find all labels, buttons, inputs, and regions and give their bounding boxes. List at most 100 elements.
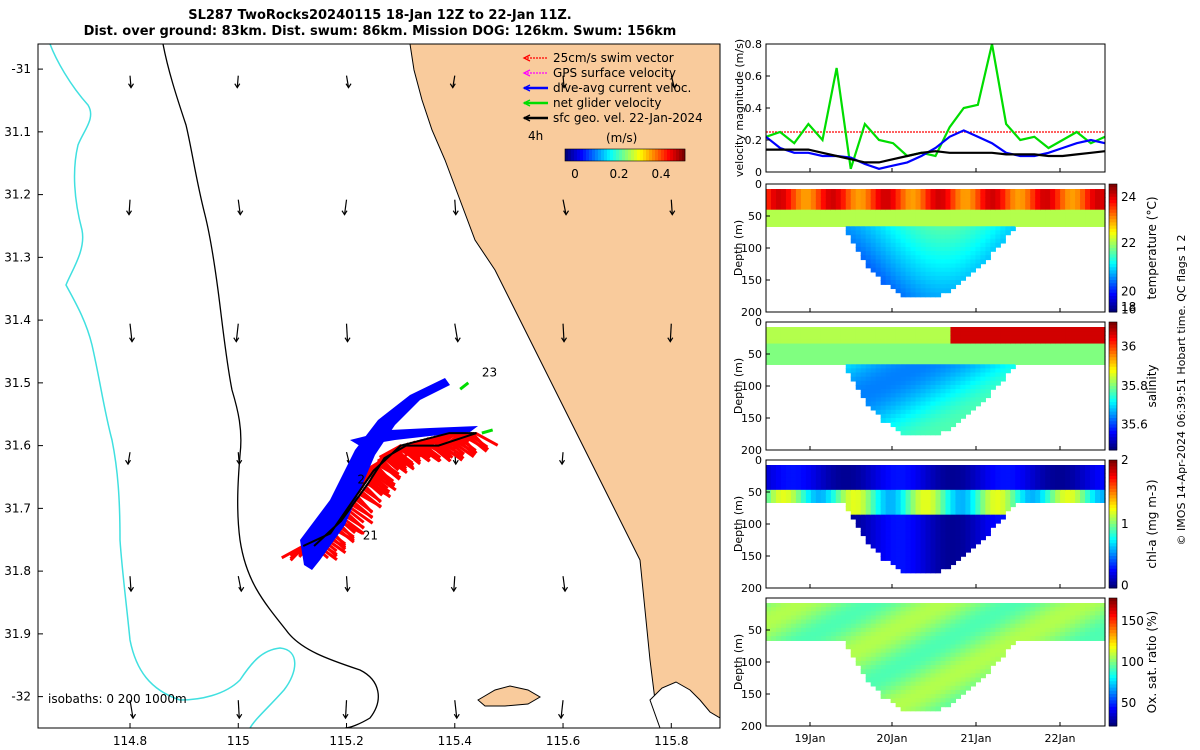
section-cell xyxy=(1100,615,1106,621)
section-cell xyxy=(945,405,952,411)
section-cell xyxy=(975,531,981,537)
section-cell xyxy=(795,607,802,613)
section-cell xyxy=(915,498,922,503)
colorbar-cell xyxy=(1109,562,1117,567)
section-cell xyxy=(875,481,882,487)
section-cell xyxy=(920,539,927,545)
colorbar-cell xyxy=(1109,658,1117,663)
section-cell xyxy=(930,292,937,298)
section-cell xyxy=(970,603,976,608)
section-cell xyxy=(850,485,857,491)
colorbar-cell xyxy=(1109,267,1117,271)
section-cell xyxy=(1005,636,1011,641)
section-cell xyxy=(865,209,872,215)
section-cell xyxy=(915,284,922,290)
section-cell xyxy=(1000,644,1006,650)
section-cell xyxy=(940,665,947,670)
section-cell xyxy=(1070,615,1076,621)
section-cell xyxy=(1055,603,1061,608)
section-cell xyxy=(895,514,902,520)
section-cell xyxy=(915,489,922,495)
section-cell xyxy=(860,648,867,654)
section-cell xyxy=(1095,473,1101,479)
section-cell xyxy=(905,539,912,545)
section-cell xyxy=(1030,339,1036,345)
section-cell xyxy=(865,380,872,386)
section-cell xyxy=(840,331,847,337)
section-cell xyxy=(920,603,927,608)
section-cell xyxy=(1025,623,1031,629)
section-cell xyxy=(865,506,872,512)
section-cell xyxy=(795,631,802,637)
section-cell xyxy=(975,197,981,203)
section-cell xyxy=(985,469,991,475)
section-cell xyxy=(980,489,986,495)
section-cell xyxy=(965,473,971,479)
section-cell xyxy=(860,465,867,470)
section-cell xyxy=(940,481,947,487)
section-cell xyxy=(960,242,967,248)
section-cell xyxy=(940,376,947,382)
section-cell xyxy=(860,339,867,345)
section-cell xyxy=(965,535,971,541)
section-cell xyxy=(905,493,912,499)
section-cell xyxy=(1015,209,1021,215)
section-cell xyxy=(965,510,971,516)
velocity-arrow-head xyxy=(342,713,349,720)
section-cell xyxy=(950,255,957,261)
section-cell xyxy=(935,706,942,712)
section-cell xyxy=(1000,331,1006,337)
colorbar-cell xyxy=(1109,184,1117,188)
section-cell xyxy=(825,465,832,470)
section-cell xyxy=(1065,477,1071,483)
section-cell xyxy=(950,685,957,691)
section-cell xyxy=(960,226,967,232)
section-cell xyxy=(880,611,887,617)
velocity-arrow-head xyxy=(129,337,136,343)
section-cell xyxy=(1070,493,1076,499)
section-cell xyxy=(930,251,937,256)
section-cell xyxy=(1055,189,1061,194)
section-cell xyxy=(935,485,942,491)
section-cell xyxy=(1015,189,1021,194)
section-cell xyxy=(960,685,967,691)
section-cell xyxy=(1040,355,1046,361)
section-cell xyxy=(905,397,912,403)
section-cell xyxy=(880,485,887,491)
colorbar-cell xyxy=(658,149,662,161)
section-cell xyxy=(1045,213,1051,219)
section-cell xyxy=(980,502,986,508)
section-cell xyxy=(875,376,882,382)
section-cell xyxy=(766,222,772,227)
velocity-arrow-head xyxy=(671,83,678,89)
section-cell xyxy=(955,473,962,479)
section-cell xyxy=(870,384,877,390)
section-cell xyxy=(925,539,932,545)
section-cell xyxy=(970,201,976,207)
colorbar-cell xyxy=(1109,649,1117,653)
section-cell xyxy=(1035,489,1041,495)
section-cell xyxy=(870,543,877,549)
section-cell xyxy=(875,401,882,407)
section-cell xyxy=(885,275,892,281)
section-cell xyxy=(990,648,996,654)
velocity-arrow-head xyxy=(345,83,352,89)
section-cell xyxy=(1065,355,1071,361)
section-cell xyxy=(770,627,777,633)
section-cell xyxy=(780,189,787,194)
section-cell xyxy=(1070,351,1076,357)
section-cell xyxy=(775,615,782,621)
section-cell xyxy=(830,335,837,341)
section-cell xyxy=(880,246,887,252)
section-cell xyxy=(1000,652,1006,658)
section-cell xyxy=(1090,477,1096,483)
section-cell xyxy=(905,413,912,419)
section-cell xyxy=(1050,222,1056,227)
section-cell xyxy=(860,644,867,650)
section-cell xyxy=(890,481,897,487)
section-cell xyxy=(1080,481,1086,487)
section-cell xyxy=(950,193,957,199)
section-cell xyxy=(880,640,887,646)
section-cell xyxy=(950,331,957,337)
section-cell xyxy=(880,627,887,633)
